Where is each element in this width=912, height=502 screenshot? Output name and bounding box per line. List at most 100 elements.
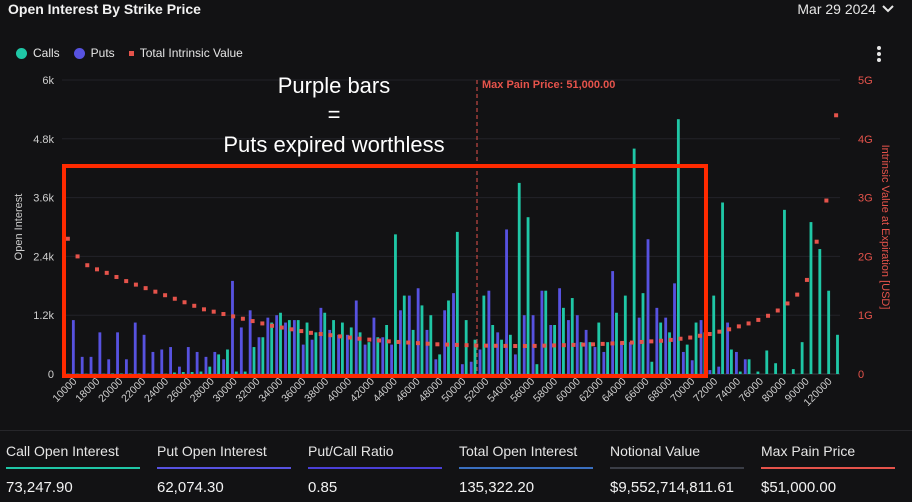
x-tick-label: 52000 xyxy=(462,376,491,405)
stat-label: Total Open Interest xyxy=(459,443,578,459)
put-bar xyxy=(628,342,632,374)
call-bar xyxy=(402,295,406,374)
intrinsic-value-point xyxy=(454,342,459,347)
intrinsic-value-point xyxy=(484,343,489,348)
calls-color-swatch xyxy=(16,47,27,59)
put-bar xyxy=(743,359,747,374)
stat-value: 73,247.90 xyxy=(6,479,73,496)
put-bar xyxy=(195,351,199,374)
x-tick-label: 58000 xyxy=(531,376,560,405)
put-bar xyxy=(717,366,721,374)
intrinsic-value-point xyxy=(785,301,790,306)
intrinsic-value-point xyxy=(707,332,712,337)
call-bar xyxy=(650,361,654,374)
call-bar xyxy=(836,334,839,374)
intrinsic-value-point xyxy=(532,343,537,348)
y-tick-label: 3.6k xyxy=(33,193,54,205)
stat-label: Put/Call Ratio xyxy=(308,443,394,459)
call-bar xyxy=(553,325,556,374)
chevron-down-icon xyxy=(882,5,894,13)
date-selector[interactable]: Mar 29 2024 xyxy=(797,1,894,17)
call-bar xyxy=(783,209,786,374)
intrinsic-value-point xyxy=(824,198,829,203)
intrinsic-value-point xyxy=(435,342,440,347)
intrinsic-value-point xyxy=(114,274,119,279)
stat-card: Put/Call Ratio 0.85 xyxy=(308,443,446,496)
call-bar xyxy=(570,298,574,374)
intrinsic-value-point xyxy=(717,329,722,334)
put-bar xyxy=(89,356,93,374)
call-bar xyxy=(332,320,335,374)
call-bar xyxy=(234,371,238,374)
intrinsic-value-point xyxy=(201,307,206,312)
intrinsic-value-point xyxy=(75,254,80,259)
put-bar xyxy=(726,322,729,374)
x-tick-label: 30000 xyxy=(211,376,240,405)
put-bar xyxy=(275,315,279,374)
stat-value: 135,322.20 xyxy=(459,479,535,496)
call-bar xyxy=(376,337,380,374)
call-bar xyxy=(579,342,583,374)
put-bar xyxy=(646,239,650,374)
put-bar xyxy=(443,310,447,374)
legend-item-intrinsic[interactable]: Total Intrinsic Value xyxy=(128,46,243,60)
intrinsic-value-point xyxy=(172,296,177,301)
y-tick-label: 4.8k xyxy=(33,134,54,146)
put-bar xyxy=(664,317,668,374)
put-bar xyxy=(213,351,217,374)
annotation-line-2: = xyxy=(328,102,341,127)
intrinsic-value-point xyxy=(425,341,430,346)
legend-label-intrinsic: Total Intrinsic Value xyxy=(139,46,243,60)
x-tick-label: 74000 xyxy=(714,376,743,405)
intrinsic-value-point xyxy=(221,312,226,317)
call-bar xyxy=(535,364,539,374)
put-bar xyxy=(655,307,659,374)
open-interest-chart: 0 1.2k 2.4k 3.6k 4.8k 6k Open Interest 0 1G 2G 3G… xyxy=(13,73,891,409)
x-tick-label: 34000 xyxy=(256,376,285,405)
stat-color-bar xyxy=(761,467,895,469)
stat-label: Call Open Interest xyxy=(6,443,119,459)
stat-label: Notional Value xyxy=(610,443,701,459)
put-bar xyxy=(496,332,500,374)
intrinsic-value-point xyxy=(377,338,382,343)
y2-tick-label: 3G xyxy=(858,193,873,205)
stat-color-bar xyxy=(610,467,744,469)
put-bar xyxy=(452,293,455,374)
intrinsic-value-point xyxy=(192,303,197,308)
put-bar xyxy=(602,351,606,374)
x-tick-label: 54000 xyxy=(485,376,514,405)
put-bar xyxy=(469,361,473,374)
legend-item-calls[interactable]: Calls xyxy=(16,46,60,60)
put-bar xyxy=(575,315,579,374)
x-tick-label: 60000 xyxy=(554,376,583,405)
call-bar xyxy=(385,325,389,374)
put-bar xyxy=(328,329,332,374)
put-bar xyxy=(71,320,75,374)
intrinsic-value-point xyxy=(367,337,372,342)
call-bar xyxy=(641,293,645,374)
intrinsic-value-point xyxy=(678,336,683,341)
intrinsic-value-point xyxy=(124,279,129,284)
call-bar xyxy=(305,322,309,374)
puts-color-swatch xyxy=(73,47,85,59)
call-bar xyxy=(482,295,486,374)
intrinsic-value-point xyxy=(610,341,615,346)
x-tick-label: 22000 xyxy=(119,376,148,405)
intrinsic-value-point xyxy=(133,282,138,287)
put-bar xyxy=(690,360,694,374)
stat-value: $51,000.00 xyxy=(761,479,837,496)
x-tick-label: 38000 xyxy=(302,376,331,405)
call-bar xyxy=(296,320,300,374)
x-tick-label: 76000 xyxy=(737,376,766,405)
put-bar xyxy=(416,288,420,374)
intrinsic-value-point xyxy=(464,343,469,348)
put-bar xyxy=(346,334,349,374)
put-bar xyxy=(257,337,261,374)
annotation-box xyxy=(62,164,708,378)
call-bar xyxy=(544,290,548,374)
put-bar xyxy=(98,332,102,374)
intrinsic-value-point xyxy=(289,327,294,332)
legend-item-puts[interactable]: Puts xyxy=(73,46,115,60)
more-options-icon[interactable] xyxy=(872,46,886,66)
intrinsic-value-point xyxy=(756,317,761,322)
